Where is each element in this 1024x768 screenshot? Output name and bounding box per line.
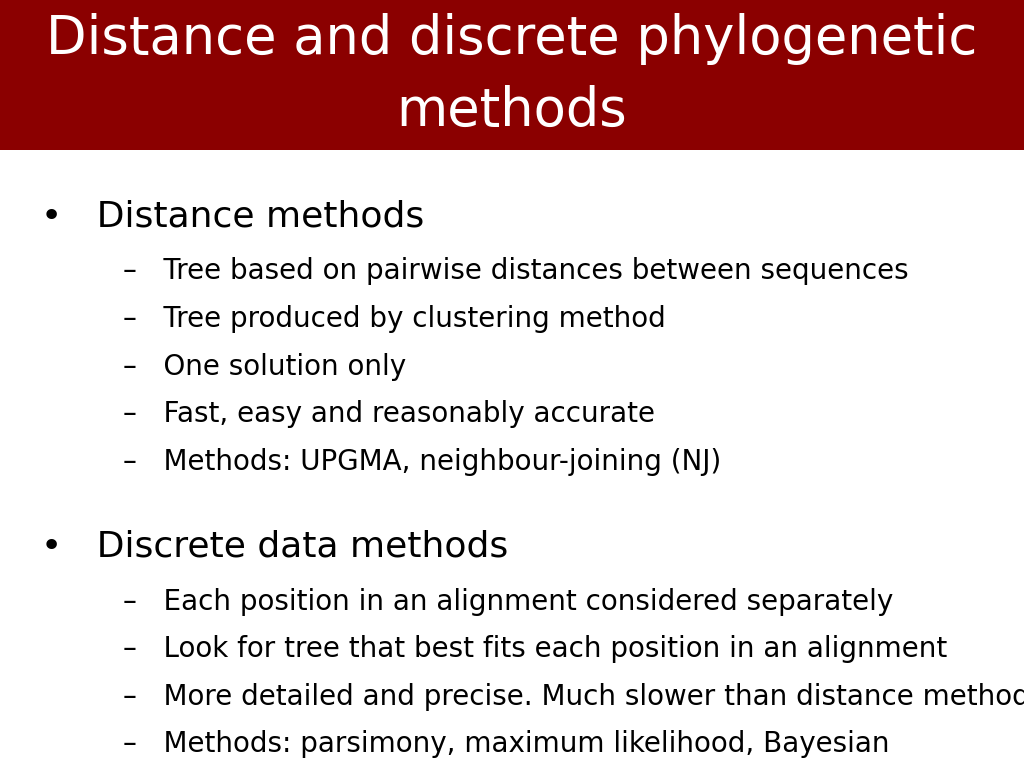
Text: Distance and discrete phylogenetic
methods: Distance and discrete phylogenetic metho… [46,12,978,137]
Text: –   Tree based on pairwise distances between sequences: – Tree based on pairwise distances betwe… [123,257,908,285]
Text: –   Methods: UPGMA, neighbour-joining (NJ): – Methods: UPGMA, neighbour-joining (NJ) [123,448,721,475]
Text: –   Fast, easy and reasonably accurate: – Fast, easy and reasonably accurate [123,400,655,428]
Text: –   More detailed and precise. Much slower than distance methods: – More detailed and precise. Much slower… [123,683,1024,710]
Bar [0,0,1024,150]
Text: •   Distance methods: • Distance methods [41,200,424,233]
Text: •   Discrete data methods: • Discrete data methods [41,530,508,564]
Text: –   Each position in an alignment considered separately: – Each position in an alignment consider… [123,588,893,615]
Text: –   One solution only: – One solution only [123,353,406,380]
Text: –   Tree produced by clustering method: – Tree produced by clustering method [123,305,666,333]
Text: –   Look for tree that best fits each position in an alignment: – Look for tree that best fits each posi… [123,635,947,663]
Text: –   Methods: parsimony, maximum likelihood, Bayesian: – Methods: parsimony, maximum likelihood… [123,730,890,758]
